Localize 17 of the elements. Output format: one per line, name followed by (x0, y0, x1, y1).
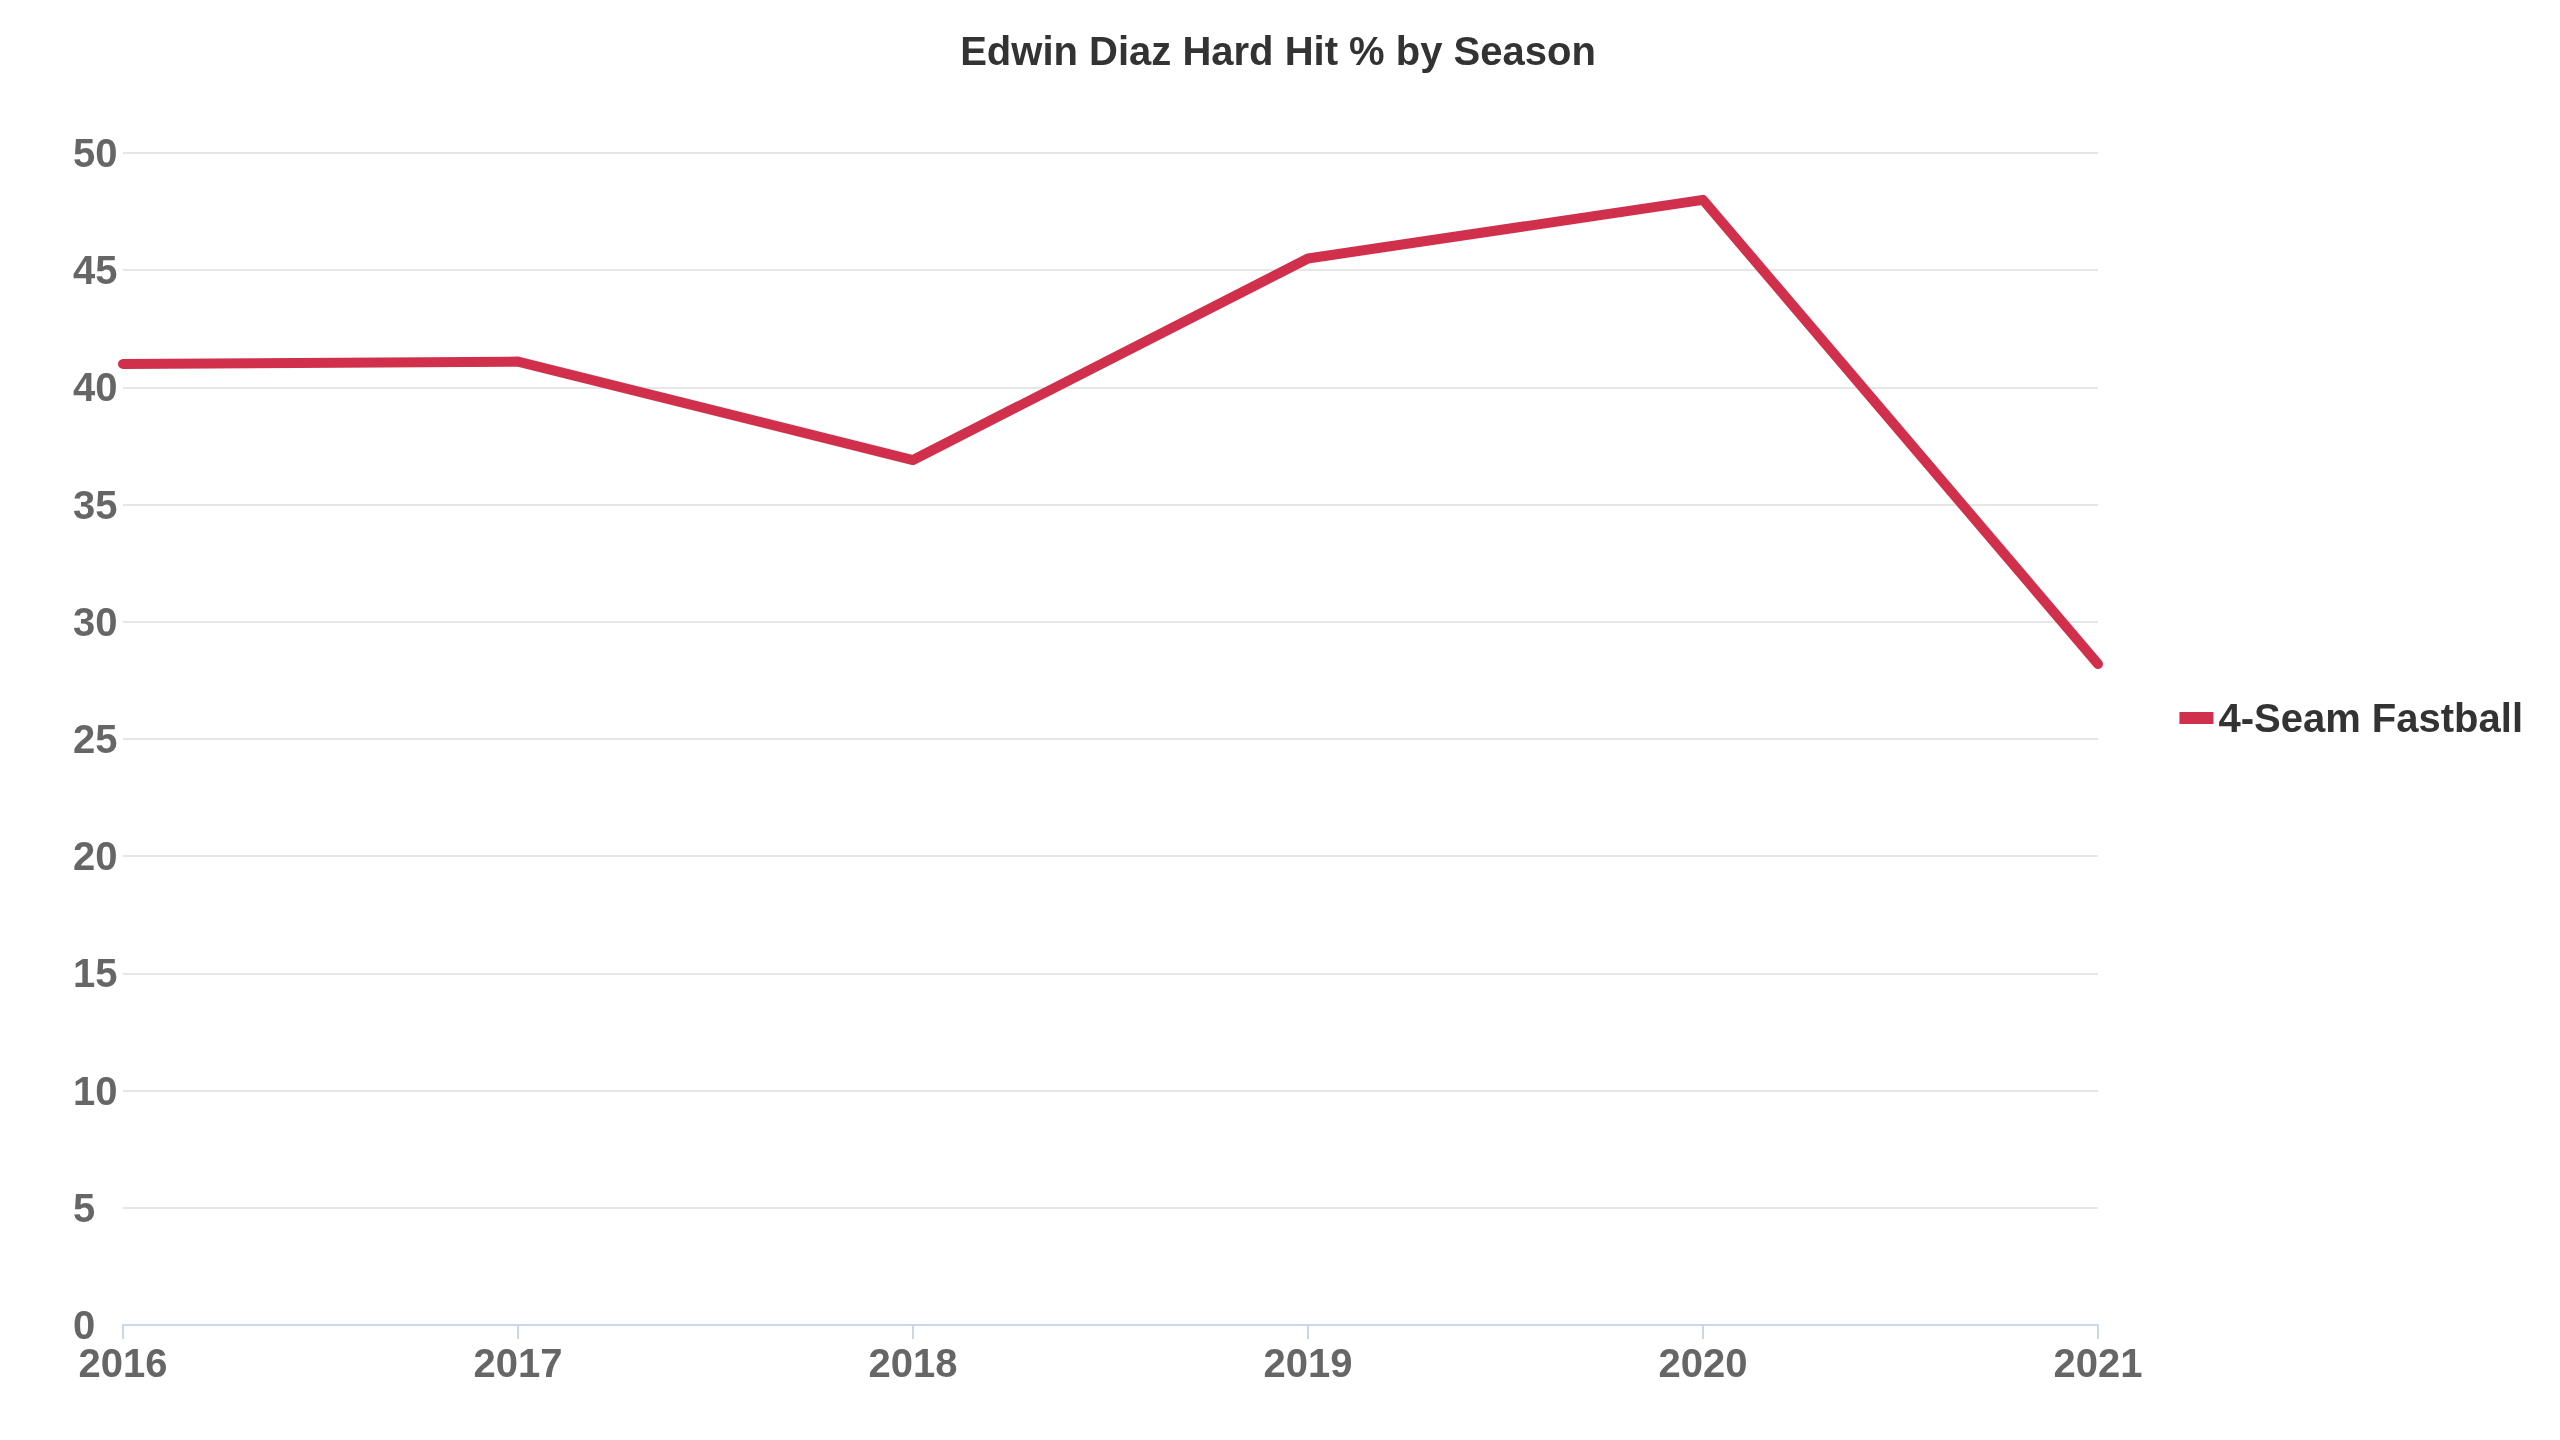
x-tick-label: 2020 (1658, 1341, 1748, 1385)
y-tick-label: 35 (73, 482, 118, 527)
y-tick-label: 15 (73, 951, 118, 996)
x-tick-label: 2019 (1263, 1341, 1353, 1385)
y-tick-label: 25 (73, 717, 118, 761)
x-tick-label: 2018 (868, 1341, 958, 1385)
x-tick-label: 2017 (473, 1341, 563, 1385)
y-tick-label: 45 (73, 248, 118, 293)
y-tick-label: 20 (73, 834, 118, 879)
y-tick-label: 50 (73, 131, 118, 175)
y-tick-label: 30 (73, 599, 118, 644)
legend-label: 4-Seam Fastball (2218, 696, 2524, 740)
y-tick-label: 5 (73, 1185, 96, 1230)
y-tick-label: 10 (73, 1068, 118, 1113)
y-tick-label: 40 (73, 365, 118, 410)
x-tick-label: 2021 (2053, 1341, 2143, 1385)
chart-title: Edwin Diaz Hard Hit % by Season (960, 29, 1596, 73)
